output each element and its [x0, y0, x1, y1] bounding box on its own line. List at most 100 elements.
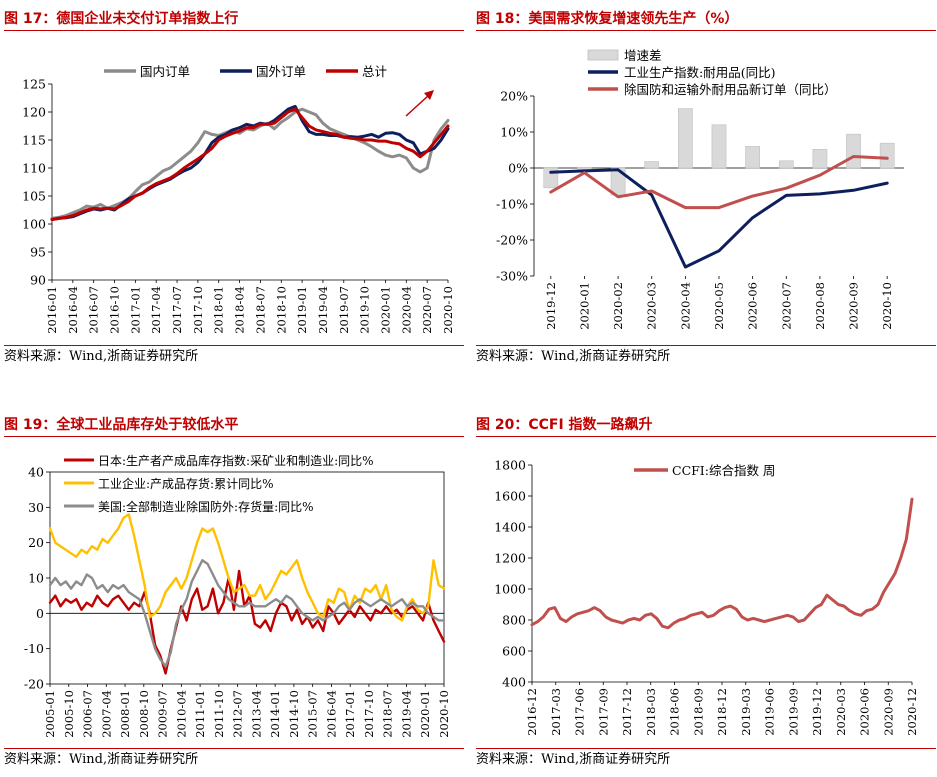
- bar-gap-3: [644, 161, 660, 169]
- x-tick-label: 2016-12: [525, 688, 539, 736]
- legend: 日本:生产者产成品库存指数:采矿业和制造业:同比% 工业企业:产成品存货:累计同…: [64, 453, 374, 514]
- x-tick-label: 2018-09: [691, 688, 705, 736]
- y-tick-label: 1600: [494, 489, 526, 504]
- chart-20-svg: 400 600 800 1000 1200 1400 1600 1800 2016-12 2017…: [494, 458, 919, 736]
- source-note: 资料来源：Wind,浙商证券研究所: [4, 748, 464, 771]
- y-tick-label: 400: [502, 675, 526, 690]
- x-tick-label: 2019-07: [337, 286, 351, 334]
- y-tick-label: 115: [22, 133, 46, 148]
- x-tick-label: 2020-09: [847, 282, 861, 330]
- y-tick-label: 95: [30, 245, 46, 260]
- x-tick-label: 2013-04: [249, 690, 263, 738]
- legend-swatch-gap: [587, 49, 619, 61]
- bar-gap-6: [745, 146, 760, 169]
- x-tick-label: 2020-06: [858, 688, 872, 736]
- legend-label-foreign: 国外订单: [256, 64, 306, 79]
- panel-18: 图 18：美国需求恢复增速领先生产（%） -30% -20% -10% 0% 10% 20…: [476, 8, 936, 370]
- x-tick-label: 2019-03: [739, 688, 753, 736]
- legend-label-orders: 除国防和运输外耐用品新订单（同比）: [624, 82, 837, 97]
- chart-17-svg: 90 95 100 105 110 115 120 125 2016-01 2016-04 2016…: [22, 64, 455, 334]
- x-tick-label: 2020-04: [678, 282, 692, 330]
- x-tick-label: 2020-08: [813, 282, 827, 330]
- legend-label-domestic: 国内订单: [140, 64, 190, 79]
- y-tick-label: 125: [22, 77, 46, 92]
- x-tick-label: 2019-04: [316, 286, 330, 334]
- legend-label-china: 工业企业:产成品存货:累计同比%: [98, 476, 274, 491]
- x-tick-label: 2019-09: [786, 688, 800, 736]
- bar-gap-4: [678, 108, 693, 169]
- x-tick-label: 2017-09: [596, 688, 610, 736]
- x-tick-label: 2020-01: [378, 286, 392, 334]
- x-tick-label: 2016-04: [324, 690, 338, 738]
- x-tick-label: 2018-04: [233, 286, 247, 334]
- series-line-2: [50, 107, 450, 221]
- x-tick-label: 2009-07: [156, 690, 170, 738]
- trend-arrow-icon: [405, 90, 434, 117]
- x-tick-label: 2017-01: [128, 286, 142, 334]
- x-tick-label: 2019-10: [358, 286, 372, 334]
- legend-label-ccfi: CCFI:综合指数 周: [672, 463, 775, 478]
- x-tick-label: 2019-06: [763, 688, 777, 736]
- x-tick-label: 2017-10: [362, 690, 376, 738]
- y-tick-label: 1200: [494, 551, 526, 566]
- panel-20: 图 20：CCFI 指数一路飙升 400 600 800 1000 1200 1400 16…: [476, 414, 936, 776]
- y-tick-label: 90: [30, 273, 46, 288]
- x-tick-label: 2020-07: [420, 286, 434, 334]
- y-tick-label: 1000: [494, 582, 526, 597]
- series-line-0: [549, 168, 889, 269]
- bar-gap-9: [846, 133, 861, 169]
- y-tick-label: 10%: [500, 125, 528, 140]
- chart-title: 图 17：德国企业未交付订单指数上行: [4, 8, 464, 31]
- x-tick-label: 2017-03: [549, 688, 563, 736]
- y-tick-label: 100: [22, 217, 46, 232]
- x-tick-label: 2018-03: [644, 688, 658, 736]
- legend: 国内订单 国外订单 总计: [104, 64, 387, 79]
- y-tick-label: 20: [28, 535, 44, 550]
- x-tick-label: 2014-10: [287, 690, 301, 738]
- x-tick-label: 2019-01: [295, 286, 309, 334]
- bar-gap-7: [778, 160, 794, 169]
- x-tick-label: 2017-06: [573, 688, 587, 736]
- chart-title: 图 18：美国需求恢复增速领先生产（%）: [476, 8, 936, 31]
- x-tick-label: 2005-01: [43, 690, 57, 738]
- x-tick-label: 2005-10: [62, 690, 76, 738]
- source-note: 资料来源：Wind,浙商证券研究所: [4, 345, 464, 368]
- y-tick-label: -10: [24, 641, 44, 656]
- x-tick-label: 2016-07: [87, 286, 101, 334]
- source-note: 资料来源：Wind,浙商证券研究所: [476, 345, 936, 368]
- x-tick-label: 2018-01: [212, 286, 226, 334]
- x-tick-label: 2011-01: [193, 690, 207, 738]
- legend: 增速差 工业生产指数:耐用品(同比) 除国防和运输外耐用品新订单（同比）: [587, 48, 837, 97]
- x-tick-label: 2017-01: [343, 690, 357, 738]
- x-tick-label: 2019-04: [399, 690, 413, 738]
- x-tick-label: 2011-10: [212, 690, 226, 738]
- y-tick-label: 40: [28, 465, 44, 480]
- x-tick-label: 2015-07: [306, 690, 320, 738]
- y-tick-label: 1800: [494, 458, 526, 473]
- chart-19-svg: -20 -10 0 10 20 30 40 2005-01 2005-10 2006-07 2007…: [24, 453, 451, 738]
- x-tick-label: 2019-12: [544, 282, 558, 330]
- x-tick-label: 2018-07: [253, 286, 267, 334]
- y-tick-label: 600: [502, 644, 526, 659]
- chart-18-svg: -30% -20% -10% 0% 10% 20% 2019-12 2020-01 2020-0…: [496, 48, 904, 330]
- y-tick-label: -20%: [496, 233, 528, 248]
- y-tick-label: 105: [22, 189, 46, 204]
- x-tick-label: 2018-06: [668, 688, 682, 736]
- series-line-1: [50, 104, 450, 221]
- x-tick-label: 2020-10: [437, 690, 451, 738]
- y-tick-label: 10: [28, 571, 44, 586]
- x-tick-label: 2020-10: [441, 286, 455, 334]
- x-tick-label: 2020-03: [834, 688, 848, 736]
- x-tick-label: 2010-04: [174, 690, 188, 738]
- series-line-2: [48, 559, 446, 668]
- x-tick-label: 2020-09: [881, 688, 895, 736]
- series-line-0: [50, 107, 450, 220]
- x-tick-label: 2020-05: [712, 282, 726, 330]
- legend-label-total: 总计: [362, 64, 387, 79]
- y-tick-label: 120: [22, 105, 46, 120]
- x-tick-label: 2020-03: [645, 282, 659, 330]
- legend-label-production: 工业生产指数:耐用品(同比): [624, 65, 775, 80]
- x-tick-label: 2017-07: [170, 286, 184, 334]
- y-tick-label: 20%: [500, 89, 528, 104]
- x-tick-label: 2020-01: [418, 690, 432, 738]
